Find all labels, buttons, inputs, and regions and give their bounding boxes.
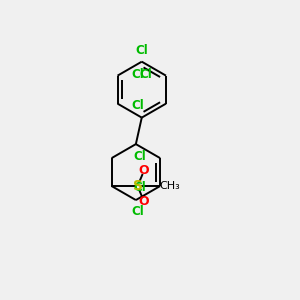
Text: Cl: Cl <box>133 181 146 194</box>
Text: Cl: Cl <box>135 44 148 57</box>
Text: Cl: Cl <box>133 150 146 163</box>
Text: Cl: Cl <box>139 68 152 81</box>
Text: O: O <box>138 164 149 177</box>
Text: S: S <box>133 179 143 193</box>
Text: Cl: Cl <box>132 99 144 112</box>
Text: Cl: Cl <box>132 68 144 81</box>
Text: O: O <box>138 195 149 208</box>
Text: Cl: Cl <box>131 205 144 218</box>
Text: CH₃: CH₃ <box>160 181 180 191</box>
